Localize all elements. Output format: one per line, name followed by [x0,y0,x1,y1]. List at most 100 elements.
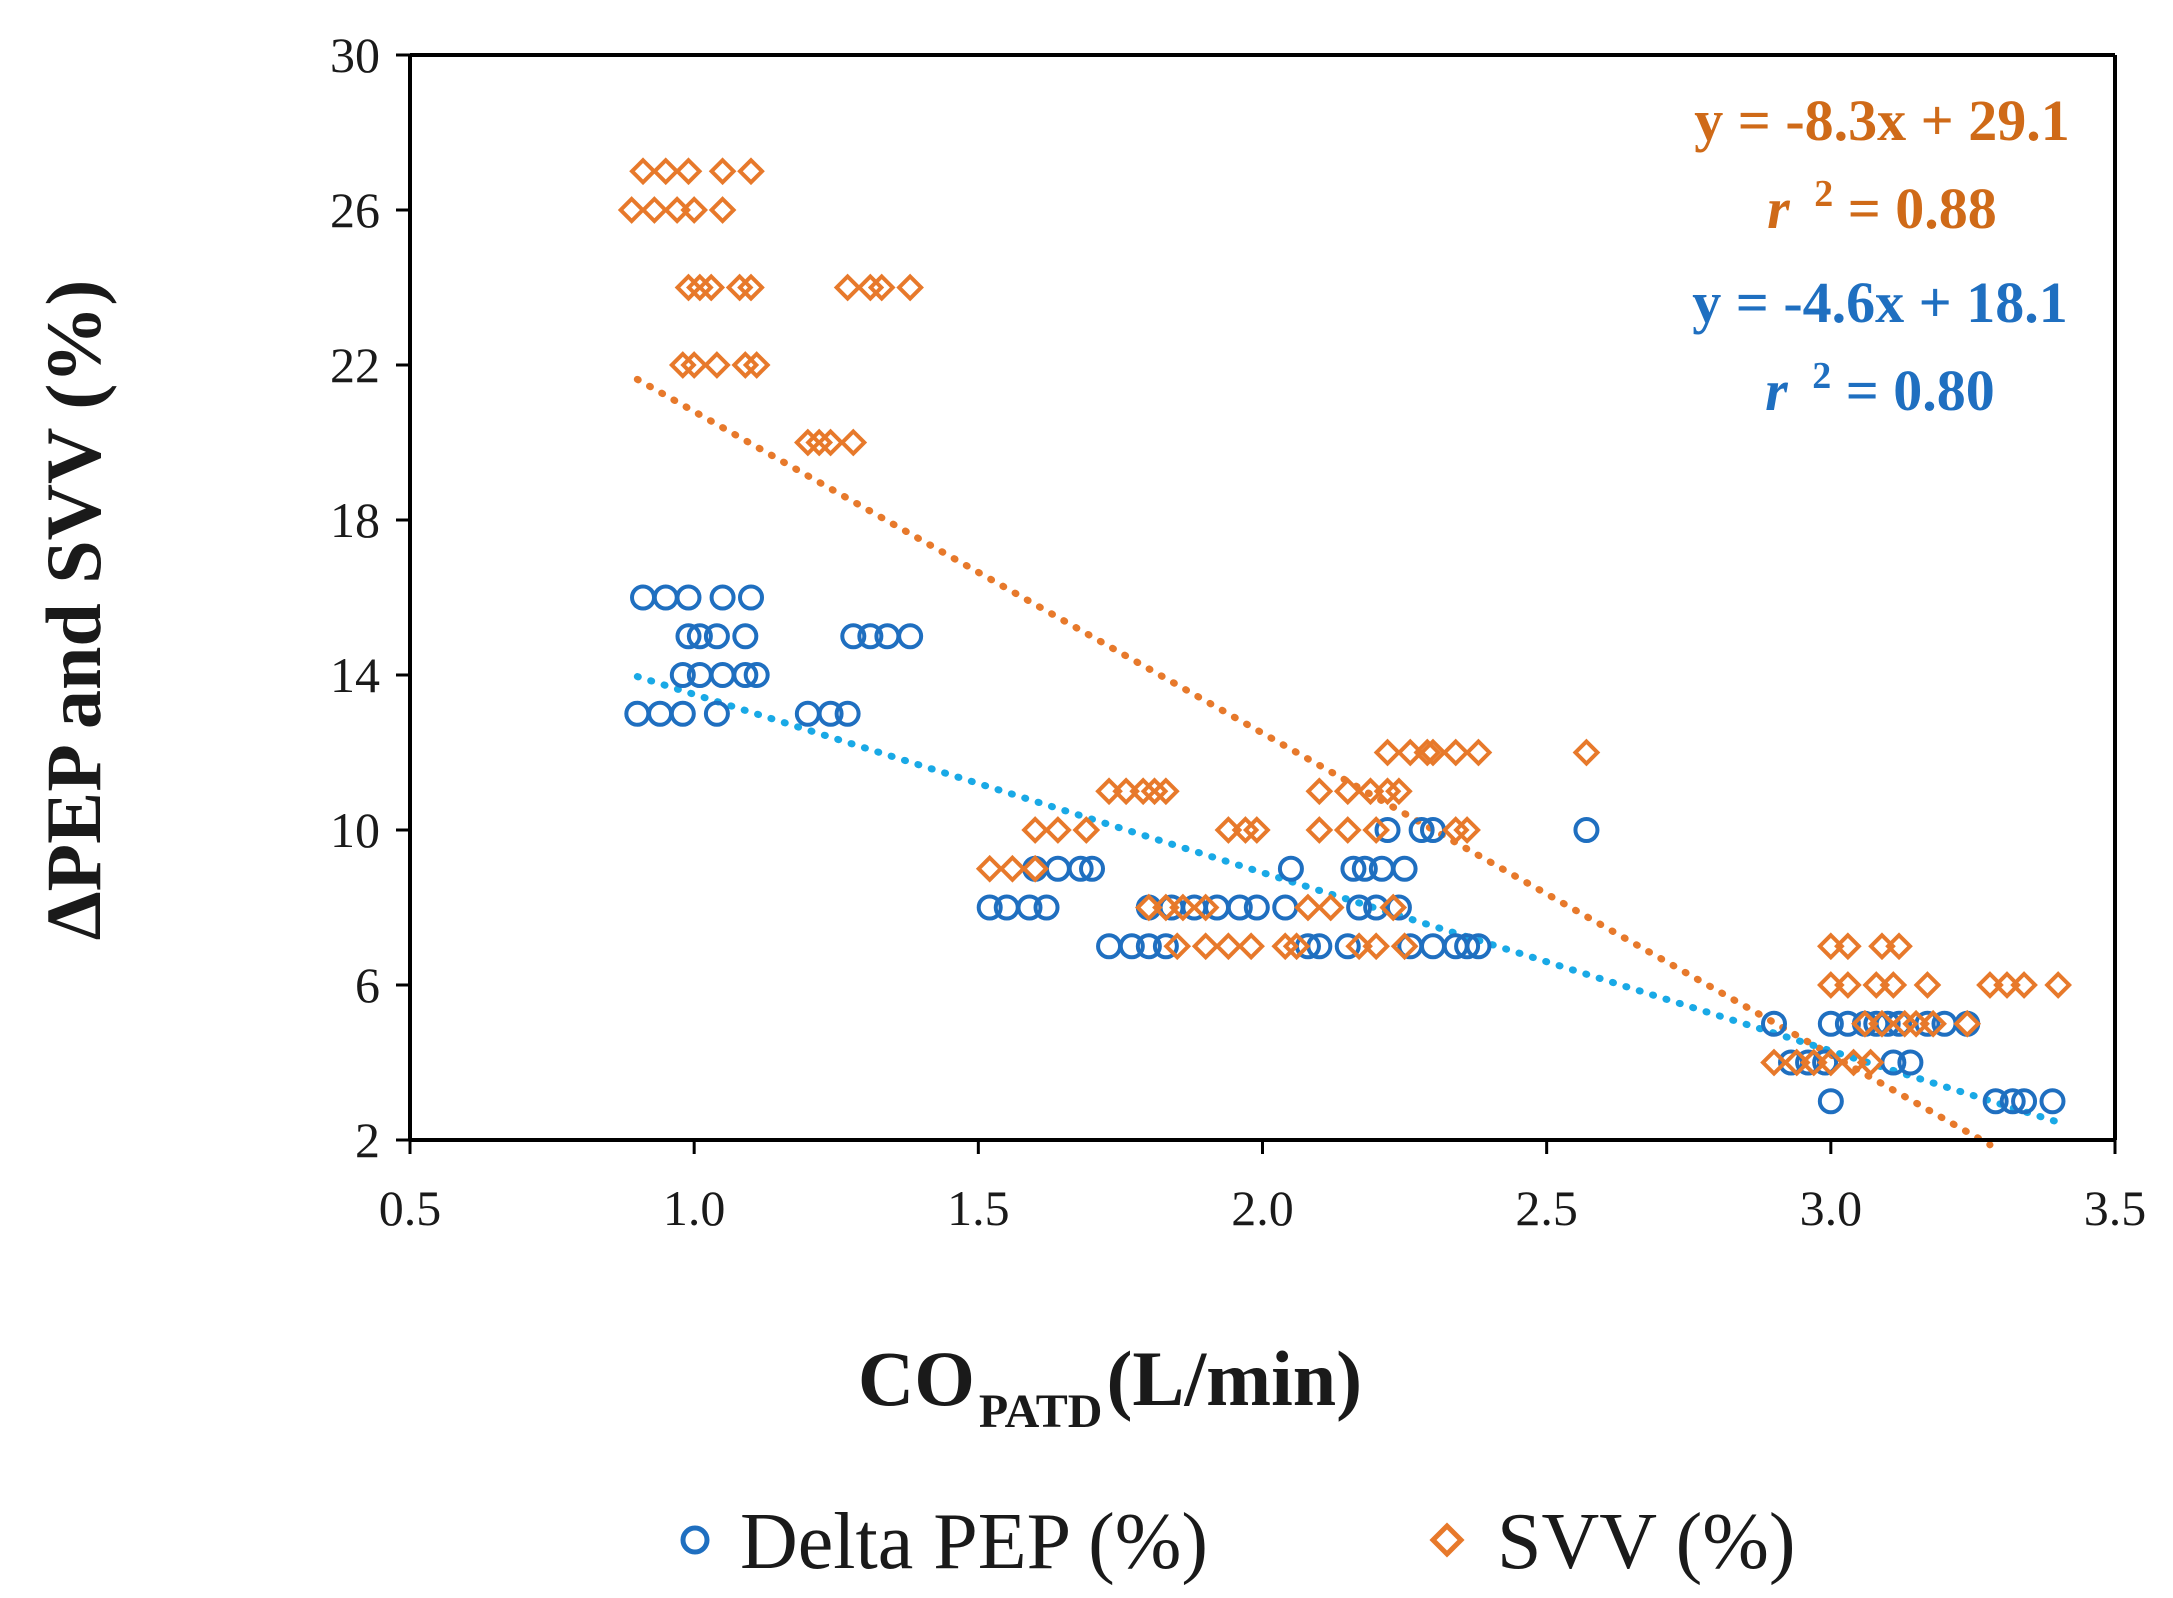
data-point-svv [1817,1048,1845,1077]
x-axis-title: CO PATD (L/min) [858,1335,1362,1438]
data-point-pep [1243,894,1270,921]
y-axis-title: ΔPEP and SVV (%) [30,280,117,941]
data-point-svv [742,351,771,379]
data-point-svv [1191,893,1220,922]
data-point-svv [1044,816,1072,844]
x-axis-title-main: CO [858,1335,975,1422]
data-point-svv [737,273,765,302]
data-point-svv [1385,777,1413,806]
data-point-pep [1067,855,1094,882]
data-point-svv [1294,893,1322,922]
x-tick-label: 0.5 [379,1180,442,1236]
legend-label-pep: Delta PEP (%) [740,1498,1208,1586]
data-point-svv [1834,971,1862,999]
data-point-pep [669,700,696,727]
data-point-svv [1913,971,1942,999]
data-point-svv [1379,893,1408,922]
data-point-pep [686,623,713,650]
data-point-svv [1305,777,1334,806]
data-point-pep [1465,933,1492,960]
data-point-pep [669,662,696,688]
data-point-svv [1333,777,1362,806]
x-tick-label: 3.0 [1800,1180,1863,1236]
data-point-svv [674,273,703,302]
data-point-svv [1140,777,1169,806]
y-tick-label: 14 [330,647,380,703]
legend-marker-pep [680,1525,710,1555]
data-point-svv [697,273,726,302]
svv-r-squared: r 2 = 0.88 [1767,154,1997,241]
data-point-svv [1572,738,1601,767]
data-point-svv [1879,971,1908,999]
trendline-layer [633,375,2062,1149]
data-point-svv [1271,932,1300,961]
data-point-pep [743,662,770,688]
data-point-pep [1079,855,1105,882]
data-point-pep [1351,855,1378,882]
data-point-pep [834,700,861,727]
trendline [633,673,2062,1126]
data-point-pep [1817,1088,1844,1115]
data-point-svv [1856,1048,1885,1077]
data-point-pep [675,584,702,611]
data-point-svv [674,157,703,186]
data-point-pep [1016,894,1043,921]
data-point-svv [1191,932,1220,961]
data-point-svv [1413,738,1442,767]
points-layer [617,157,2072,1115]
data-point-svv [725,273,754,302]
svv-r-sup: 2 [1814,173,1833,215]
data-point-pep [1135,933,1162,960]
data-point-pep [1761,1010,1787,1037]
data-point-svv [1072,816,1101,844]
data-point-svv [686,273,714,302]
legend: Delta PEP (%) SVV (%) [680,1498,1796,1586]
data-point-pep [1812,1049,1839,1076]
data-point-pep [1886,1010,1913,1037]
data-point-svv [1316,893,1345,922]
x-tick-label: 2.0 [1231,1180,1294,1236]
y-tick-label: 6 [355,957,380,1013]
data-point-svv [680,196,708,224]
data-point-svv [1890,1009,1919,1038]
data-point-svv [1373,777,1402,806]
data-point-pep [2039,1088,2066,1115]
y-tick-label: 10 [330,802,380,858]
data-point-pep [1346,894,1373,921]
legend-marker-svv [1429,1522,1465,1558]
data-point-pep [817,700,844,727]
data-point-svv [867,273,896,302]
data-point-svv [1834,932,1862,961]
data-point-svv [1373,738,1402,767]
data-point-svv [975,854,1004,883]
data-point-svv [1021,854,1049,883]
data-point-pep [703,623,730,650]
data-point-pep [738,584,764,611]
y-tick-label: 30 [330,27,380,83]
data-point-pep [1033,894,1060,921]
data-point-svv [1419,738,1447,767]
data-point-pep [2011,1088,2038,1115]
data-point-pep [840,623,867,650]
data-point-svv [1453,816,1481,844]
pep-r-sup: 2 [1812,355,1831,397]
data-point-svv [680,351,708,379]
data-point-svv [1441,816,1470,844]
svv-equation: y = -8.3x + 29.1 [1694,88,2069,153]
data-point-svv [1305,816,1334,844]
data-point-svv [731,351,760,379]
y-tick-label: 2 [355,1112,380,1168]
svv-r-value: = 0.88 [1848,176,1997,241]
data-point-pep [1408,817,1435,843]
y-tick-label: 18 [330,492,380,548]
x-tick-label: 1.0 [663,1180,726,1236]
data-point-svv [1129,777,1157,806]
data-point-svv [1282,932,1311,961]
data-point-svv [1152,777,1180,806]
data-point-pep [709,584,736,611]
data-point-svv [1441,738,1470,767]
data-point-pep [675,623,702,650]
x-tick-label: 2.5 [1515,1180,1578,1236]
